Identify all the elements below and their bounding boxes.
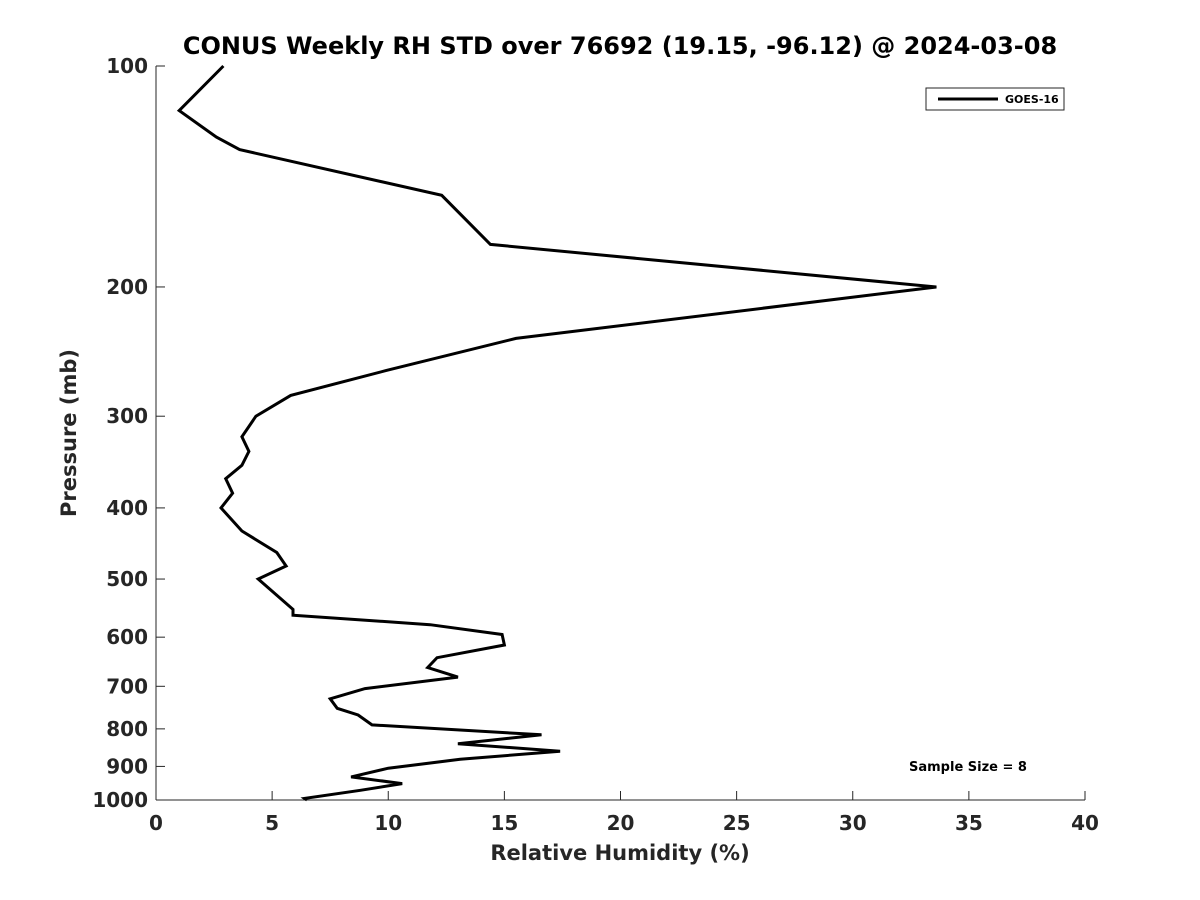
plot-axes: [155, 66, 1085, 801]
x-tick-label: 5: [265, 811, 279, 835]
y-tick-label: 100: [106, 54, 148, 78]
y-tick-label: 500: [106, 567, 148, 591]
x-tick-label: 35: [955, 811, 983, 835]
legend-label: GOES-16: [1005, 93, 1059, 106]
x-tick-label: 0: [149, 811, 163, 835]
x-tick-label: 15: [490, 811, 518, 835]
y-axis-label: Pressure (mb): [57, 349, 81, 517]
y-ticks: 100 200 300 400 500 600 700 800 900 1000: [92, 54, 165, 812]
y-tick-label: 1000: [92, 788, 148, 812]
y-tick-label: 600: [106, 625, 148, 649]
x-ticks: 0 5 10 15 20 25 30 35 40: [149, 791, 1099, 835]
y-tick-label: 300: [106, 404, 148, 428]
x-axis-label: Relative Humidity (%): [490, 841, 749, 865]
x-tick-label: 25: [723, 811, 751, 835]
series-line-goes-16: [176, 64, 937, 802]
chart-title: CONUS Weekly RH STD over 76692 (19.15, -…: [183, 32, 1057, 60]
y-tick-label: 200: [106, 275, 148, 299]
y-tick-label: 800: [106, 717, 148, 741]
y-tick-label: 900: [106, 754, 148, 778]
y-tick-label: 700: [106, 674, 148, 698]
x-tick-label: 40: [1071, 811, 1099, 835]
x-tick-label: 10: [374, 811, 402, 835]
x-tick-label: 20: [607, 811, 635, 835]
legend: GOES-16: [925, 87, 1065, 111]
y-tick-label: 400: [106, 496, 148, 520]
series-layer: [176, 64, 937, 802]
x-tick-label: 30: [839, 811, 867, 835]
sample-size-annotation: Sample Size = 8: [909, 760, 1027, 775]
